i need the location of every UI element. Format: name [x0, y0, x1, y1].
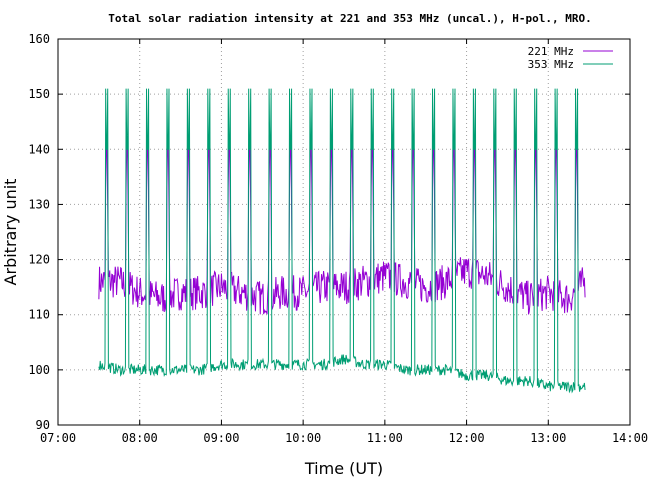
x-tick-label: 12:00 — [449, 431, 485, 445]
x-axis-label: Time (UT) — [304, 459, 383, 478]
x-tick-label: 07:00 — [40, 431, 76, 445]
series-line-353-mhz — [98, 88, 586, 394]
y-tick-label: 150 — [28, 87, 50, 101]
y-ticks: 90 100 110 120 130 140 150 160 — [28, 32, 630, 432]
x-tick-label: 11:00 — [367, 431, 403, 445]
x-tick-label: 13:00 — [530, 431, 566, 445]
y-tick-label: 120 — [28, 253, 50, 267]
y-tick-label: 110 — [28, 308, 50, 322]
y-tick-label: 130 — [28, 197, 50, 211]
chart-title: Total solar radiation intensity at 221 a… — [108, 12, 591, 25]
x-tick-label: 08:00 — [122, 431, 158, 445]
plot-series — [98, 88, 586, 394]
legend-label-221: 221 MHz — [528, 45, 574, 58]
y-tick-label: 140 — [28, 142, 50, 156]
x-tick-label: 09:00 — [203, 431, 239, 445]
x-tick-label: 10:00 — [285, 431, 321, 445]
y-tick-label: 100 — [28, 363, 50, 377]
plot-frame — [57, 38, 631, 426]
y-tick-label: 90 — [36, 418, 50, 432]
x-ticks: 07:00 08:00 09:00 10:00 11:00 12:00 13:00 14:00 — [40, 39, 648, 445]
legend: 221 MHz 353 MHz — [528, 45, 613, 71]
x-tick-label: 14:00 — [612, 431, 648, 445]
y-tick-label: 160 — [28, 32, 50, 46]
legend-label-353: 353 MHz — [528, 58, 574, 71]
y-axis-label: Arbitrary unit — [1, 179, 20, 286]
series-line-221-mhz — [98, 143, 586, 315]
